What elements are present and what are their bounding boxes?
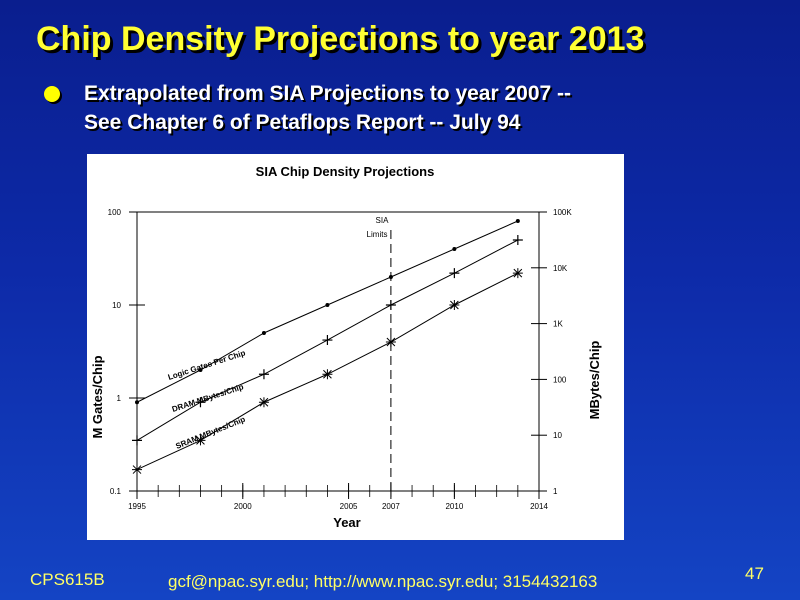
plot-frame: [136, 211, 540, 492]
series-label-dram: DRAM MBytes/Chip: [171, 382, 245, 414]
y-left-tick-label: 10: [112, 301, 121, 310]
data-point: [258, 369, 269, 380]
y-right-tick-label: 10: [553, 431, 562, 440]
data-point: [322, 369, 333, 380]
x-tick-label: 2010: [445, 502, 463, 511]
data-point: [449, 268, 460, 279]
chart-svg: SIA Chip Density Projections Year M Gate…: [90, 164, 602, 530]
y-right-tick-label: 10K: [553, 264, 568, 273]
data-point: [512, 234, 523, 245]
chart-title: SIA Chip Density Projections: [256, 164, 435, 179]
y-right-tick-label: 100: [553, 375, 567, 384]
data-point: [515, 219, 520, 224]
data-point: [261, 330, 266, 335]
bullet-icon: [44, 86, 60, 102]
x-axis-label: Year: [333, 515, 360, 530]
sia-limit-label-1: SIA: [376, 216, 390, 225]
y-right-tick-label: 1K: [553, 320, 563, 329]
x-tick-label: 1995: [128, 502, 146, 511]
series-label-sram: SRAM MBytes/Chip: [174, 415, 246, 451]
data-point: [385, 300, 396, 310]
data-point: [325, 303, 330, 307]
x-tick-label: 2014: [530, 502, 548, 511]
y-axis-left-label: M Gates/Chip: [90, 355, 105, 438]
y-left-tick-label: 100: [108, 208, 122, 217]
data-point: [258, 397, 269, 408]
data-point: [449, 300, 460, 310]
data-point: [132, 464, 142, 475]
data-point: [195, 435, 206, 446]
footer-contact: gcf@npac.syr.edu; http://www.npac.syr.ed…: [168, 572, 598, 591]
data-point: [385, 337, 396, 348]
page-number: 47: [745, 564, 764, 583]
data-point: [135, 400, 139, 405]
data-point: [132, 435, 142, 446]
data-point: [512, 268, 523, 279]
data-point: [198, 368, 203, 373]
data-point: [388, 275, 393, 280]
y-left-tick-label: 1: [117, 394, 122, 403]
data-point: [322, 335, 333, 346]
chart-panel: SIA Chip Density Projections Year M Gate…: [87, 154, 624, 540]
x-tick-label: 2005: [340, 502, 358, 511]
y-left-tick-label: 0.1: [110, 487, 122, 496]
y-right-tick-label: 100K: [553, 208, 572, 217]
sia-limit-label-2: Limits: [367, 230, 388, 239]
footer-course: CPS615B: [30, 570, 105, 589]
x-tick-label: 2000: [234, 502, 252, 511]
y-right-tick-label: 1: [553, 487, 558, 496]
data-point: [195, 397, 206, 408]
slide-title: Chip Density Projections to year 2013: [36, 20, 645, 58]
y-axis-right-label: MBytes/Chip: [587, 341, 602, 420]
bullet-text-line-1: Extrapolated from SIA Projections to yea…: [84, 82, 572, 105]
series-label-logic: Logic Gates Per Chip: [167, 348, 247, 382]
bullet-text-line-2: See Chapter 6 of Petaflops Report -- Jul…: [84, 111, 521, 134]
data-point: [452, 247, 457, 252]
x-tick-label: 2007: [382, 502, 400, 511]
